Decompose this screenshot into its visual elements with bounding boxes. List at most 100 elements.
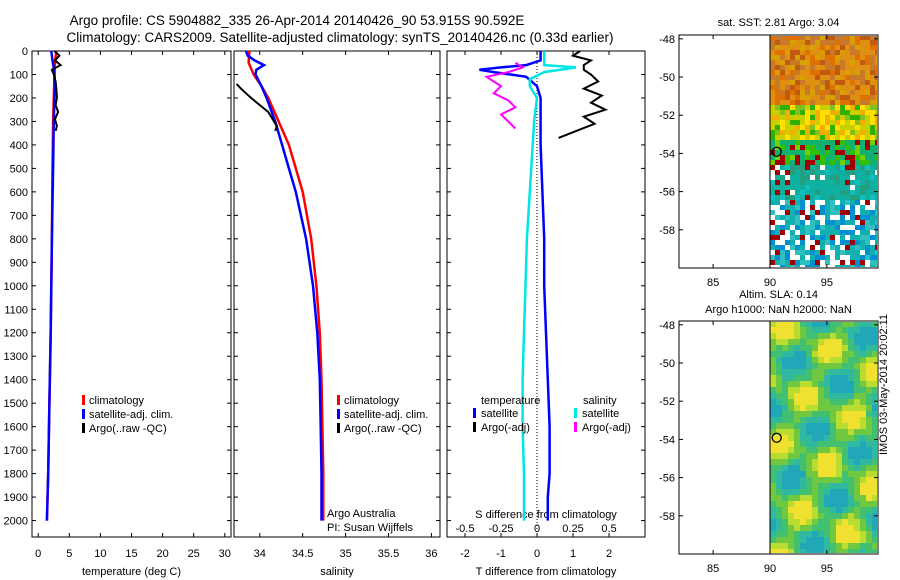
sst-cell	[810, 40, 815, 45]
sst-cell	[835, 75, 840, 80]
sla-cell	[788, 507, 794, 513]
sst-cell	[850, 36, 855, 40]
sst-cell	[840, 230, 845, 235]
sst-cell	[820, 90, 825, 95]
sla-cell	[812, 483, 818, 489]
sla-cell	[842, 447, 848, 453]
sla-cell	[836, 513, 842, 519]
sst-cell	[810, 160, 815, 165]
sst-cell	[825, 200, 830, 205]
sla-cell	[854, 477, 860, 483]
sla-cell	[866, 477, 872, 483]
sst-cell	[860, 155, 865, 160]
sst-cell	[835, 36, 840, 40]
legend-label: satellite-adj. clim.	[344, 409, 428, 421]
sst-cell	[805, 190, 810, 195]
sst-cell	[855, 165, 860, 170]
sla-cell	[860, 339, 866, 345]
sst-cell	[850, 75, 855, 80]
sst-cell	[830, 115, 835, 120]
sla-cell	[794, 489, 800, 495]
sla-cell	[872, 393, 877, 399]
sla-cell	[842, 333, 848, 339]
sst-cell	[855, 36, 860, 40]
sst-cell	[835, 125, 840, 130]
sst-cell	[875, 160, 877, 165]
sst-cell	[870, 195, 875, 200]
sst-cell	[825, 85, 830, 90]
sst-cell	[835, 195, 840, 200]
sst-cell	[775, 95, 780, 100]
sst-cell	[800, 165, 805, 170]
sst-cell	[845, 125, 850, 130]
sla-cell	[854, 435, 860, 441]
sst-cell	[800, 60, 805, 65]
sst-cell	[865, 36, 870, 40]
sst-cell	[810, 110, 815, 115]
sla-cell	[854, 507, 860, 513]
sst-cell	[870, 170, 875, 175]
sst-cell	[840, 160, 845, 165]
sst-cell	[825, 125, 830, 130]
sst-cell	[800, 180, 805, 185]
sst-cell	[870, 50, 875, 55]
sla-cell	[794, 322, 800, 327]
sst-cell	[770, 210, 775, 215]
sst-cell	[825, 130, 830, 135]
sla-cell	[854, 495, 860, 501]
sst-cell	[805, 95, 810, 100]
sst-cell	[875, 185, 877, 190]
sst-cell	[790, 105, 795, 110]
sst-cell	[820, 60, 825, 65]
sla-cell	[842, 363, 848, 369]
sst-cell	[825, 75, 830, 80]
sst-cell	[865, 225, 870, 230]
sla-cell	[776, 423, 782, 429]
sla-cell	[836, 441, 842, 447]
sst-cell	[795, 170, 800, 175]
sst-cell	[795, 110, 800, 115]
sst-cell	[835, 145, 840, 150]
sst-cell	[870, 40, 875, 45]
sst-cell	[770, 75, 775, 80]
sla-cell	[848, 483, 854, 489]
sst-cell	[770, 65, 775, 70]
sst-cell	[870, 115, 875, 120]
sst-cell	[800, 260, 805, 265]
sst-cell	[850, 250, 855, 255]
sla-cell	[806, 327, 812, 333]
sla-cell	[842, 459, 848, 465]
sst-cell	[865, 180, 870, 185]
sla-cell	[848, 525, 854, 531]
sst-cell	[860, 100, 865, 105]
sla-cell	[812, 417, 818, 423]
sst-cell	[790, 75, 795, 80]
sst-cell	[835, 190, 840, 195]
sst-cell	[845, 190, 850, 195]
sst-cell	[790, 210, 795, 215]
sla-cell	[824, 501, 830, 507]
sst-cell	[805, 155, 810, 160]
sla-cell	[860, 501, 866, 507]
sla-cell	[812, 345, 818, 351]
sst-cell	[850, 85, 855, 90]
sla-cell	[776, 381, 782, 387]
sst-cell	[770, 95, 775, 100]
sst-cell	[805, 36, 810, 40]
sst-cell	[840, 165, 845, 170]
sst-cell	[770, 255, 775, 260]
sst-cell	[830, 120, 835, 125]
sla-heatmap	[770, 322, 877, 553]
sst-cell	[775, 55, 780, 60]
sst-cell	[795, 95, 800, 100]
sla-cell	[842, 399, 848, 405]
sla-cell	[794, 411, 800, 417]
sst-cell	[810, 70, 815, 75]
sst-cell	[855, 190, 860, 195]
sla-cell	[842, 519, 848, 525]
sst-cell	[860, 75, 865, 80]
sst-cell	[855, 75, 860, 80]
sla-cell	[836, 357, 842, 363]
sst-cell	[795, 90, 800, 95]
sla-cell	[842, 489, 848, 495]
